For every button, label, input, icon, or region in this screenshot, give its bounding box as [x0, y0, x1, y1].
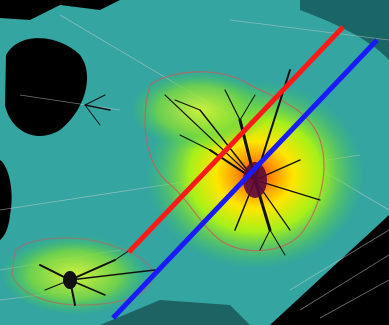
neuron-soma-lower	[63, 271, 77, 289]
blue-line	[111, 38, 379, 320]
contour-outline-lower	[11, 237, 153, 306]
neuron-soma-main	[243, 162, 267, 198]
black-region-left-edge	[0, 160, 12, 240]
black-region-bottom-right	[270, 215, 389, 325]
red-line	[127, 25, 345, 254]
contour-outline	[144, 71, 325, 252]
neuron-dendrite-left	[84, 94, 111, 126]
black-region-left-hole	[5, 38, 88, 136]
black-region-top-left	[0, 0, 120, 20]
